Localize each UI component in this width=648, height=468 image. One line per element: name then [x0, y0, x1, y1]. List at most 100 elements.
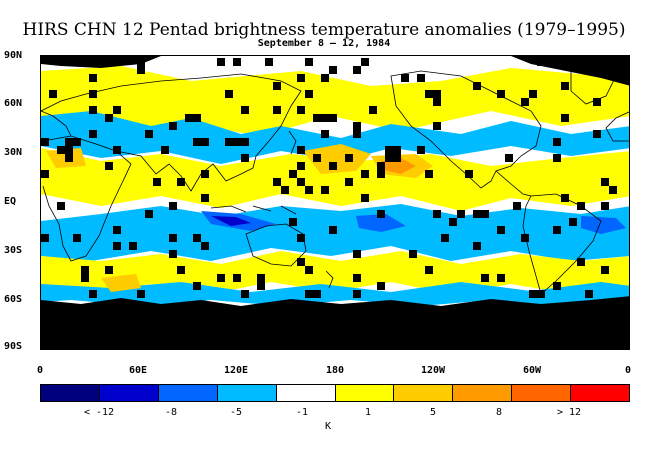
missing-data-square — [153, 178, 161, 186]
lat-label-eq: EQ — [4, 196, 17, 207]
missing-data-square — [529, 290, 537, 298]
missing-data-square — [313, 154, 321, 162]
missing-data-square — [353, 130, 361, 138]
missing-data-square — [521, 98, 529, 106]
missing-data-square — [297, 74, 305, 82]
scale-swatch-0 — [41, 385, 100, 401]
missing-data-square — [305, 266, 313, 274]
missing-data-square — [513, 202, 521, 210]
scale-swatch-6 — [394, 385, 454, 401]
missing-data-square — [329, 226, 337, 234]
map-subtitle: September 8 – 12, 1984 — [257, 38, 391, 49]
missing-data-square — [497, 274, 505, 282]
missing-data-square — [353, 290, 361, 298]
lon-label-120w: 120W — [420, 365, 446, 376]
lon-label-180: 180 — [325, 365, 345, 376]
color-scale-bar — [40, 384, 630, 402]
coastline-europe — [41, 110, 629, 142]
missing-data-square — [193, 138, 201, 146]
missing-data-square — [449, 218, 457, 226]
lat-label-90n: 90N — [4, 50, 23, 61]
missing-data-square — [177, 266, 185, 274]
missing-data-square — [465, 170, 473, 178]
missing-data-square — [145, 130, 153, 138]
coastline-eurasia — [41, 73, 302, 169]
missing-data-square — [89, 90, 97, 98]
scale-swatch-4 — [276, 385, 336, 401]
patch-orange — [303, 144, 371, 174]
missing-data-square — [537, 58, 545, 66]
missing-data-square — [353, 122, 361, 130]
patch-deep-cool — [581, 216, 626, 234]
missing-data-square — [41, 234, 49, 242]
scale-swatch-8 — [512, 385, 572, 401]
missing-data-square — [145, 210, 153, 218]
missing-data-square — [105, 114, 113, 122]
anomaly-patches — [41, 56, 629, 349]
missing-data-square — [329, 66, 337, 74]
coastlines — [41, 63, 629, 295]
missing-data-square — [233, 58, 241, 66]
scale-swatch-3 — [217, 385, 277, 401]
missing-data-square — [321, 74, 329, 82]
missing-data-square — [361, 194, 369, 202]
scale-label-lt-12: < -12 — [83, 407, 115, 418]
missing-data-square — [73, 234, 81, 242]
missing-data-square — [377, 162, 385, 170]
missing-data-square — [321, 186, 329, 194]
missing-data-square — [41, 138, 49, 146]
missing-data-square — [417, 74, 425, 82]
missing-data-square — [289, 170, 297, 178]
missing-data-square — [193, 234, 201, 242]
missing-data-square — [297, 234, 305, 242]
missing-data-square — [241, 106, 249, 114]
lat-label-60n: 60N — [4, 98, 23, 109]
missing-data-square — [113, 106, 121, 114]
missing-data-square — [393, 154, 401, 162]
missing-data-square — [353, 250, 361, 258]
scale-label-1: 1 — [364, 407, 372, 418]
scale-swatch-7 — [453, 385, 513, 401]
missing-data-square — [377, 170, 385, 178]
missing-data-square — [65, 138, 73, 146]
patch-warm — [41, 148, 629, 211]
missing-data-square — [553, 282, 561, 290]
missing-data-square — [225, 90, 233, 98]
missing-data-square — [297, 178, 305, 186]
missing-data-square — [361, 58, 369, 66]
missing-data-square — [481, 210, 489, 218]
missing-data-square — [321, 130, 329, 138]
missing-data-square — [169, 122, 177, 130]
missing-data-square — [305, 186, 313, 194]
lon-label-0-east: 0 — [624, 365, 632, 376]
missing-data-square — [433, 98, 441, 106]
coastline-australia — [245, 223, 307, 267]
missing-data-square — [377, 282, 385, 290]
missing-data-square — [345, 178, 353, 186]
missing-data-square — [417, 146, 425, 154]
coastline-japan — [288, 130, 297, 155]
patch-missing — [41, 296, 629, 349]
missing-data-square — [353, 66, 361, 74]
missing-data-square — [425, 266, 433, 274]
lon-label-120e: 120E — [223, 365, 249, 376]
missing-data-square — [593, 98, 601, 106]
missing-data-square — [201, 170, 209, 178]
missing-data-square — [497, 90, 505, 98]
missing-data-square — [601, 266, 609, 274]
missing-data-square — [185, 114, 193, 122]
missing-data-square — [313, 290, 321, 298]
missing-data-square — [169, 202, 177, 210]
lat-label-60s: 60S — [4, 294, 23, 305]
missing-data-square — [481, 274, 489, 282]
missing-data-square — [281, 186, 289, 194]
missing-data-square — [81, 58, 89, 66]
missing-data-square — [393, 146, 401, 154]
missing-data-square — [137, 58, 145, 66]
missing-data-square — [65, 146, 73, 154]
missing-data-square — [265, 58, 273, 66]
missing-data-square — [201, 138, 209, 146]
coastline-north-america — [390, 70, 542, 189]
missing-data-square — [57, 146, 65, 154]
missing-data-square — [473, 242, 481, 250]
